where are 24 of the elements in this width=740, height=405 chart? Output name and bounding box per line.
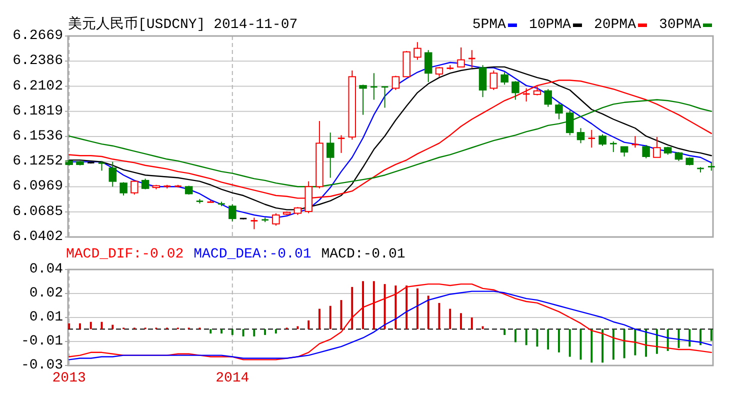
y-tick-label: 6.2102 xyxy=(12,78,63,94)
y-tick-label: 6.0402 xyxy=(12,229,63,245)
x-tick-label: 2014 xyxy=(216,370,250,386)
legend-label: MACD_DIF:-0.02 xyxy=(66,246,184,262)
chart-title: 美元人民币[USDCNY] 2014-11-07 xyxy=(68,16,298,33)
y-tick-label: 0.01 xyxy=(29,310,63,326)
y-tick-label: 6.1252 xyxy=(12,154,63,170)
legend-label: 20PMA xyxy=(594,17,637,33)
y-tick-label: -0.03 xyxy=(20,358,63,374)
y-tick-label: 6.2669 xyxy=(12,28,63,44)
legend-label: 10PMA xyxy=(528,17,572,33)
legend-label: MACD_DEA:-0.01 xyxy=(194,246,312,262)
legend-label: 30PMA xyxy=(658,17,702,33)
y-tick-label: -0.01 xyxy=(20,334,63,350)
x-tick-label: 2013 xyxy=(52,370,86,386)
legend-label: 5PMA xyxy=(472,17,507,33)
y-tick-label: 6.1536 xyxy=(12,128,63,144)
y-tick-label: 6.0969 xyxy=(12,178,63,195)
legend-label: MACD:-0.01 xyxy=(321,246,406,262)
y-tick-label: 6.2386 xyxy=(12,53,63,70)
y-tick-label: 6.1819 xyxy=(12,103,63,120)
y-tick-label: 6.0685 xyxy=(12,204,63,220)
y-tick-label: 0.04 xyxy=(29,262,63,278)
y-tick-label: 0.02 xyxy=(29,286,63,302)
